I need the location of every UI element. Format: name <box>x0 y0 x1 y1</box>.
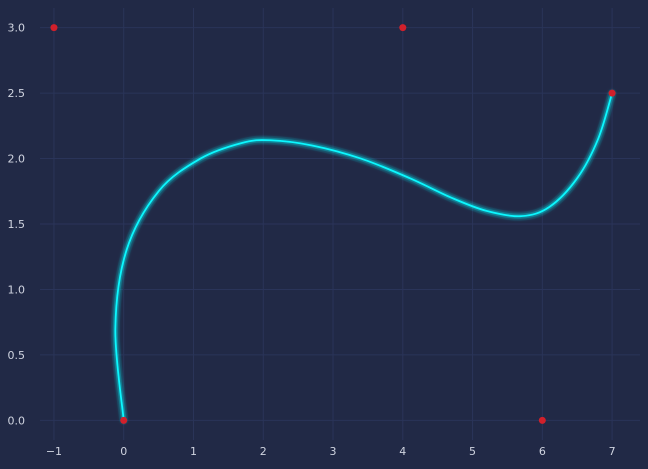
y-tick-label: 0.5 <box>8 349 26 362</box>
control-point <box>50 24 58 32</box>
y-tick-label: 2.0 <box>8 153 26 166</box>
x-tick-label: −1 <box>46 445 62 458</box>
y-tick-label: 1.5 <box>8 218 26 231</box>
y-tick-label: 1.0 <box>8 283 26 296</box>
grid <box>40 8 640 440</box>
x-tick-label: 7 <box>609 445 616 458</box>
x-tick-label: 1 <box>190 445 197 458</box>
x-tick-label: 6 <box>539 445 546 458</box>
y-tick-label: 0.0 <box>8 414 26 427</box>
x-tick-label: 4 <box>399 445 406 458</box>
y-axis-ticks: 0.0 0.5 1.0 1.5 2.0 2.5 3.0 <box>8 22 26 428</box>
x-tick-label: 2 <box>260 445 267 458</box>
control-point <box>608 89 616 97</box>
x-tick-label: 5 <box>469 445 476 458</box>
series <box>110 88 617 425</box>
control-points <box>50 24 616 424</box>
curve-line <box>114 92 613 422</box>
control-point <box>538 416 546 424</box>
y-tick-label: 3.0 <box>8 22 26 35</box>
y-tick-label: 2.5 <box>8 87 26 100</box>
x-tick-label: 3 <box>330 445 337 458</box>
x-tick-label: 0 <box>120 445 127 458</box>
control-point <box>120 416 128 424</box>
control-point <box>399 24 407 32</box>
x-axis-ticks: −1 0 1 2 3 4 5 6 7 <box>46 445 616 458</box>
